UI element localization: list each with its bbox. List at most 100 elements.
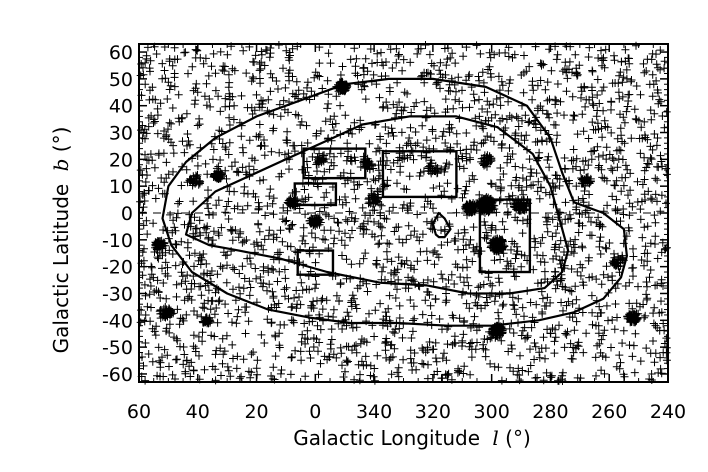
- data-point-marker: [175, 117, 184, 126]
- data-point-marker: [177, 181, 186, 190]
- data-point-marker: [252, 90, 261, 99]
- data-point-marker: [390, 227, 399, 236]
- data-point-marker: [642, 295, 651, 304]
- data-point-marker: [297, 356, 306, 365]
- data-point-marker: [275, 148, 284, 157]
- data-point-marker: [149, 273, 158, 282]
- data-point-marker: [571, 282, 580, 291]
- data-point-marker: [183, 238, 192, 247]
- data-point-marker: [647, 115, 656, 124]
- data-point-marker: [170, 333, 178, 342]
- data-point-marker: [168, 250, 177, 258]
- data-point-marker: [456, 146, 465, 155]
- data-point-marker: [616, 110, 624, 119]
- data-point-marker: [365, 139, 374, 148]
- data-point-marker: [514, 364, 523, 373]
- data-point-marker: [508, 293, 517, 302]
- data-point-marker: [426, 69, 435, 78]
- data-point-marker: [557, 298, 566, 307]
- data-point-marker: [572, 154, 581, 163]
- data-point-marker: [656, 353, 665, 362]
- data-point-marker: [651, 281, 660, 290]
- data-point-marker: [518, 229, 527, 238]
- data-point-marker: [608, 316, 617, 324]
- data-point-marker: [190, 249, 199, 258]
- data-point-marker: [608, 192, 617, 201]
- data-point-marker: [522, 176, 531, 184]
- data-point-marker: [191, 224, 200, 233]
- data-point-marker: [567, 247, 576, 256]
- data-point-marker: [249, 189, 258, 198]
- data-point-marker: [462, 182, 471, 191]
- data-point-marker: [567, 265, 576, 273]
- data-point-marker: [265, 280, 274, 289]
- data-point-marker: [582, 329, 591, 338]
- data-point-marker: [239, 148, 248, 157]
- data-point-marker: [156, 294, 165, 302]
- data-point-marker: [282, 283, 291, 292]
- x-tick-label: 300: [474, 401, 510, 423]
- data-point-marker: [219, 350, 228, 359]
- data-point-marker: [588, 67, 597, 76]
- data-point-marker: [427, 59, 436, 68]
- data-point-marker: [165, 85, 174, 94]
- y-tick-label: -10: [102, 230, 133, 252]
- data-point-marker: [619, 205, 628, 213]
- data-point-marker: [240, 237, 249, 246]
- data-point-marker: [511, 254, 520, 263]
- data-point-marker: [214, 196, 223, 205]
- data-point-marker: [472, 146, 481, 154]
- data-point-marker: [325, 165, 334, 174]
- data-point-marker: [406, 354, 415, 363]
- data-point-marker: [313, 296, 321, 305]
- data-point-marker: [594, 152, 603, 161]
- data-point-marker: [251, 264, 260, 273]
- data-point-marker: [311, 258, 320, 267]
- data-point-marker: [476, 282, 485, 290]
- data-point-marker: [349, 178, 358, 186]
- data-point-marker: [341, 111, 350, 120]
- data-point-marker: [243, 201, 252, 210]
- data-point-marker: [255, 176, 264, 185]
- data-point-marker: [617, 131, 626, 140]
- data-point-marker: [479, 280, 488, 289]
- data-point-marker: [437, 241, 446, 249]
- data-point-marker: [211, 69, 220, 78]
- region-box-1: [302, 147, 367, 180]
- data-point-marker: [388, 64, 397, 72]
- data-point-marker: [359, 230, 368, 238]
- data-point-marker: [214, 162, 223, 171]
- data-point-marker: [571, 50, 580, 59]
- data-point-marker: [297, 337, 306, 346]
- data-point-marker: [638, 180, 647, 189]
- data-point-marker: [530, 339, 539, 347]
- data-point-marker: [306, 354, 315, 362]
- data-point-marker: [538, 251, 547, 260]
- data-point-marker: [313, 216, 322, 224]
- data-point-marker: [426, 103, 435, 112]
- data-point-marker: [466, 339, 475, 348]
- data-point-marker: [525, 117, 534, 126]
- data-point-marker: [464, 281, 473, 290]
- data-point-marker: [491, 182, 500, 191]
- data-point-marker: [649, 319, 658, 328]
- data-point-marker: [350, 153, 359, 162]
- data-point-marker: [361, 249, 370, 258]
- data-point-marker: [584, 134, 593, 143]
- data-point-marker: [153, 276, 162, 285]
- data-point-marker: [148, 324, 157, 333]
- data-point-marker: [251, 51, 260, 60]
- data-point-marker: [146, 275, 154, 284]
- data-point-marker: [598, 352, 607, 360]
- data-point-marker: [172, 292, 181, 301]
- data-point-marker: [265, 192, 274, 201]
- data-point-marker: [338, 361, 346, 370]
- data-point-marker: [640, 68, 649, 77]
- data-point-marker: [245, 136, 254, 145]
- data-point-marker: [329, 239, 338, 248]
- data-point-marker: [440, 225, 449, 234]
- data-point-marker: [505, 79, 514, 88]
- data-point-marker: [465, 177, 474, 186]
- data-point-marker: [643, 135, 652, 144]
- data-point-marker: [182, 109, 191, 118]
